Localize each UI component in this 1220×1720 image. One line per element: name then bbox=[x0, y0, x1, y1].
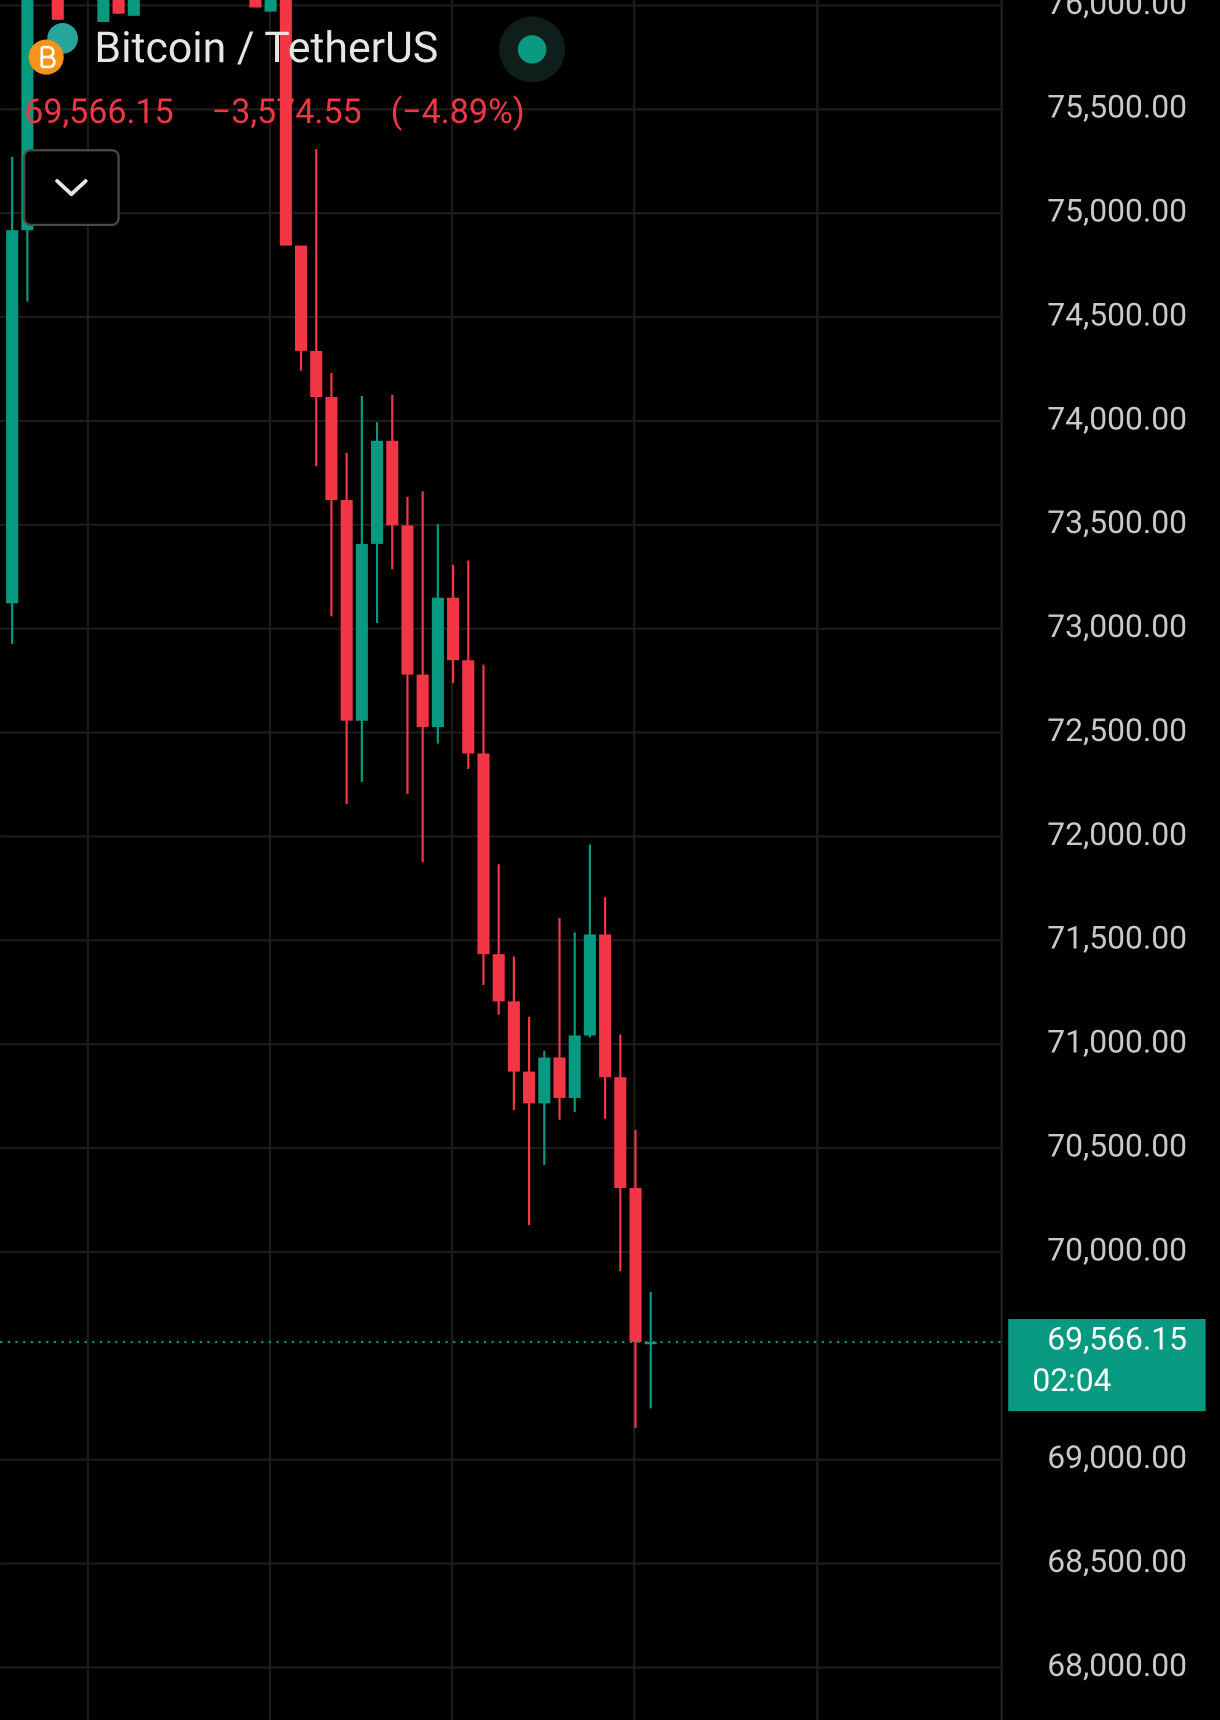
y-tick-label: 70,000.00 bbox=[1047, 1230, 1187, 1268]
candle-body bbox=[264, 0, 277, 12]
candle-body bbox=[6, 230, 19, 604]
header-change-percent: (−4.89%) bbox=[391, 92, 525, 132]
header: Bitcoin / TetherUS 69,566.15 −3,574.55 (… bbox=[23, 16, 566, 226]
time-grid bbox=[86, 0, 819, 1720]
candle-body bbox=[568, 1035, 581, 1098]
y-tick-label: 74,500.00 bbox=[1047, 295, 1187, 333]
y-tick-label: 75,000.00 bbox=[1047, 192, 1187, 230]
candles bbox=[6, 0, 657, 1429]
y-tick-label: 71,500.00 bbox=[1047, 919, 1187, 957]
candle-body bbox=[249, 0, 262, 8]
y-tick-label: 69,000.00 bbox=[1047, 1438, 1187, 1476]
candle-body bbox=[97, 0, 110, 23]
countdown-label: 02:04 bbox=[1032, 1361, 1111, 1399]
candle-body bbox=[355, 543, 368, 721]
header-change: −3,574.55 bbox=[212, 92, 362, 132]
last-price: 69,566.15 02:04 bbox=[0, 1319, 1206, 1412]
symbol-title: Bitcoin / TetherUS bbox=[94, 23, 438, 73]
chevron-icon[interactable] bbox=[55, 179, 88, 197]
candle-body bbox=[416, 674, 429, 728]
candle-body bbox=[629, 1187, 642, 1343]
candle-body bbox=[386, 440, 399, 526]
candle-body bbox=[523, 1071, 536, 1104]
candle-body bbox=[431, 597, 444, 728]
candle-body bbox=[599, 934, 612, 1078]
candle-body bbox=[401, 525, 414, 675]
price-grid bbox=[0, 4, 1002, 1669]
y-tick-label: 72,500.00 bbox=[1047, 711, 1187, 749]
candle-body bbox=[507, 1001, 520, 1072]
y-tick-label: 70,500.00 bbox=[1047, 1126, 1187, 1164]
candle-body bbox=[127, 0, 140, 16]
candle-body bbox=[644, 1342, 657, 1345]
candle-body bbox=[492, 954, 505, 1002]
candle-body bbox=[310, 350, 323, 398]
y-tick-label: 71,000.00 bbox=[1047, 1023, 1187, 1061]
y-tick-label: 74,000.00 bbox=[1047, 399, 1187, 437]
candle-body bbox=[614, 1077, 627, 1188]
last-price-tag bbox=[1008, 1319, 1206, 1412]
y-tick-label: 73,000.00 bbox=[1047, 607, 1187, 645]
y-tick-label: 75,500.00 bbox=[1047, 88, 1187, 126]
candle-body bbox=[462, 660, 475, 754]
candle-body bbox=[295, 245, 308, 351]
last-price-label: 69,566.15 bbox=[1047, 1319, 1187, 1357]
candle-body bbox=[538, 1057, 551, 1104]
collapse-button[interactable] bbox=[23, 149, 120, 226]
candle-body bbox=[112, 0, 125, 14]
price-axis: 68,000.00 68,500.00 69,000.00 70,000.00 70,5… bbox=[1047, 0, 1187, 1684]
header-price: 69,566.15 bbox=[24, 92, 173, 132]
candle-body bbox=[371, 440, 384, 544]
candle-body bbox=[447, 597, 460, 661]
y-tick-label: 72,000.00 bbox=[1047, 815, 1187, 853]
candle-body bbox=[325, 397, 338, 501]
candle-body bbox=[553, 1057, 566, 1098]
y-tick-label: 68,500.00 bbox=[1047, 1542, 1187, 1580]
y-tick-label: 73,500.00 bbox=[1047, 503, 1187, 541]
candle-body bbox=[279, 0, 292, 246]
candle-body bbox=[583, 934, 596, 1036]
candle-body bbox=[51, 0, 64, 20]
y-tick-label: 68,000.00 bbox=[1047, 1646, 1187, 1684]
candle-body bbox=[477, 753, 490, 955]
candle-body bbox=[340, 500, 353, 721]
bitcoin-glyph bbox=[40, 45, 56, 69]
status-dot bbox=[517, 35, 547, 64]
collapse-button-frame[interactable] bbox=[23, 149, 120, 226]
y-tick-label: 76,000.00 bbox=[1047, 0, 1187, 22]
